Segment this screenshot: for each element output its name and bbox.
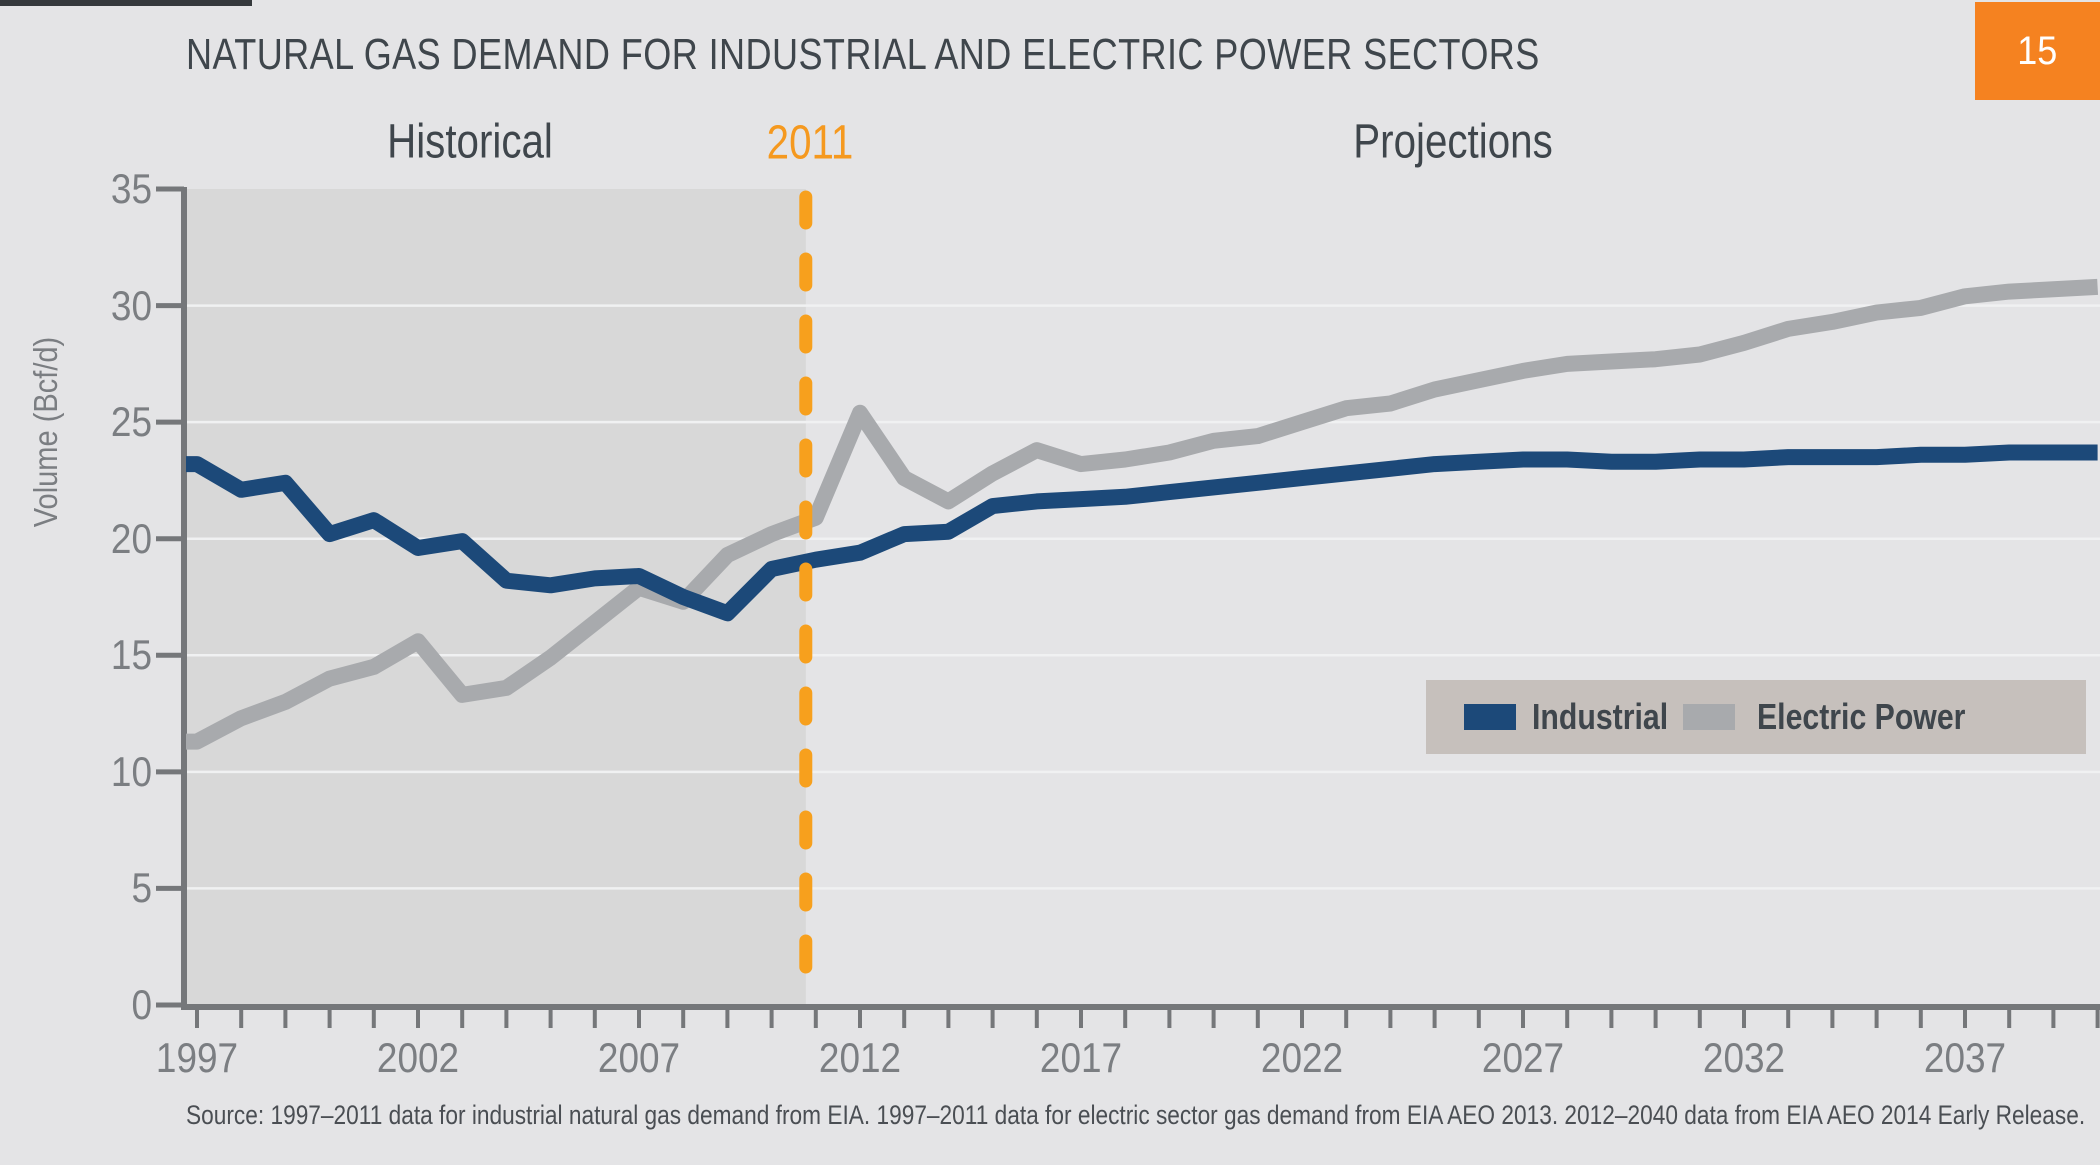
x-tick-label-2022: 2022	[1260, 1034, 1344, 1081]
source-note: Source: 1997–2011 data for industrial na…	[186, 1100, 2086, 1130]
y-tick-label-35: 35	[110, 165, 152, 212]
page-number-badge: 15	[1975, 2, 2100, 100]
legend-swatch-industrial	[1464, 704, 1516, 730]
x-tick-label-2037: 2037	[1923, 1034, 2007, 1081]
y-tick-label-25: 25	[110, 398, 152, 446]
y-tick-label-15: 15	[110, 631, 152, 679]
legend-label-electric-power: Electric Power	[1757, 696, 1966, 737]
y-tick-label-5: 5	[131, 864, 152, 912]
y-tick-label-10: 10	[110, 747, 152, 795]
series-line-electric-power	[186, 278, 2099, 750]
legend-swatch-electric-power	[1683, 704, 1735, 730]
x-tick-label-2032: 2032	[1702, 1034, 1786, 1081]
top-edge-bar	[0, 0, 252, 6]
y-tick-label-0: 0	[131, 981, 152, 1028]
legend-label-industrial: Industrial	[1532, 696, 1669, 737]
legend: Industrial Electric Power	[1426, 680, 2086, 754]
page-number: 15	[2017, 28, 2058, 73]
y-tick-label-30: 30	[110, 281, 152, 329]
x-tick-label-1997: 1997	[155, 1034, 239, 1081]
x-tick-label-2017: 2017	[1039, 1034, 1123, 1081]
projections-zone-label: Projections	[1353, 115, 1553, 169]
x-tick-label-2027: 2027	[1481, 1034, 1565, 1081]
x-tick-label-2002: 2002	[376, 1034, 460, 1081]
historical-region	[187, 189, 806, 1004]
y-tick-label-20: 20	[110, 514, 152, 562]
divider-year-label: 2011	[766, 116, 854, 170]
chart-title: NATURAL GAS DEMAND FOR INDUSTRIAL AND EL…	[186, 30, 1540, 79]
x-tick-label-2012: 2012	[818, 1034, 902, 1081]
historical-zone-label: Historical	[387, 115, 553, 169]
series-line-industrial	[186, 444, 2098, 622]
x-tick-label-2007: 2007	[597, 1034, 681, 1081]
